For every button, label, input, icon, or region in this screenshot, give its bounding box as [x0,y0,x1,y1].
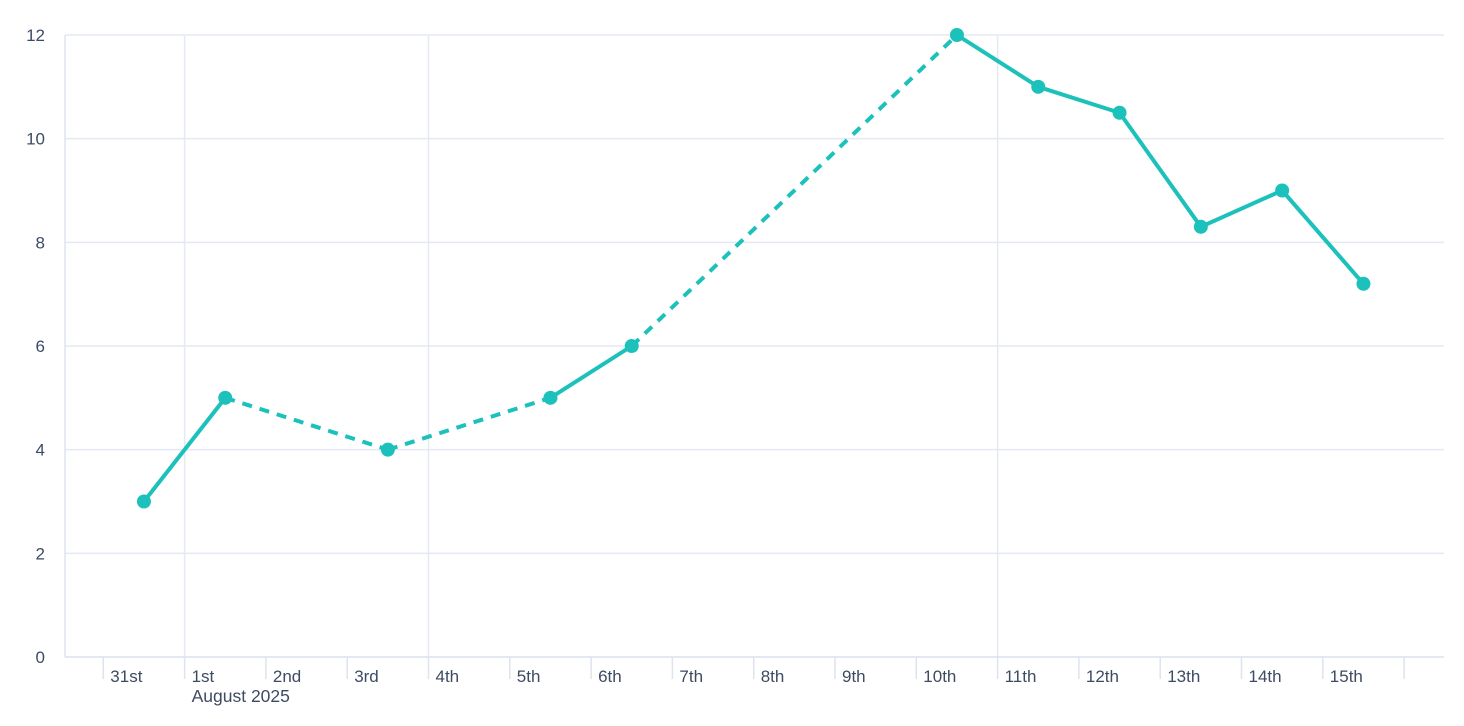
x-axis-tick-label: 2nd [273,667,301,686]
x-axis-tick-label: 6th [598,667,622,686]
x-axis-tick-label: 9th [842,667,866,686]
x-axis-tick-label: 31st [110,667,142,686]
y-axis-tick-label: 8 [36,233,45,252]
x-axis-tick-label: 12th [1086,667,1119,686]
series-segment-dashed [387,395,552,452]
y-axis-tick-label: 10 [26,130,45,149]
x-axis-tick-label: 13th [1167,667,1200,686]
series-segment-solid [142,396,227,503]
data-point-marker[interactable] [1275,183,1290,198]
y-axis-tick-label: 2 [36,544,45,563]
x-axis-tick-label: 7th [679,667,703,686]
series-segment-solid [549,344,633,400]
series-segment-solid [1280,189,1365,286]
series-segment-solid [1037,84,1121,115]
y-axis-tick-label: 0 [36,648,45,667]
series-segment-solid [1200,188,1283,229]
series-segment-dashed [224,395,389,452]
data-point-marker[interactable] [380,442,395,457]
data-point-marker[interactable] [1356,276,1371,291]
data-point-marker[interactable] [218,390,233,405]
x-axis-tick-label: 15th [1330,667,1363,686]
data-point-marker[interactable] [543,390,558,405]
x-axis-tick-label: 8th [761,667,785,686]
data-point-marker[interactable] [1031,79,1046,94]
x-axis-tick-label: 5th [517,667,541,686]
y-axis-tick-label: 12 [26,26,45,45]
x-axis-month-label: August 2025 [192,686,290,706]
x-axis-tick-label: 10th [923,667,956,686]
x-axis-tick-label: 3rd [354,667,379,686]
x-axis-tick-label: 11th [1005,667,1037,686]
x-axis-tick-label: 14th [1249,667,1282,686]
data-point-marker[interactable] [1112,105,1127,120]
series-segment-dashed [630,33,959,348]
data-point-marker[interactable] [1193,219,1208,234]
series-segment-solid [1117,111,1203,228]
x-axis-tick-label: 1st [192,667,215,686]
x-axis-tick-label: 4th [436,667,460,686]
y-axis-tick-label: 4 [36,441,45,460]
data-point-marker[interactable] [136,494,151,509]
data-point-marker[interactable] [949,28,964,42]
series-segment-solid [955,33,1040,89]
y-axis-tick-label: 6 [36,337,45,356]
data-point-marker[interactable] [624,339,639,353]
